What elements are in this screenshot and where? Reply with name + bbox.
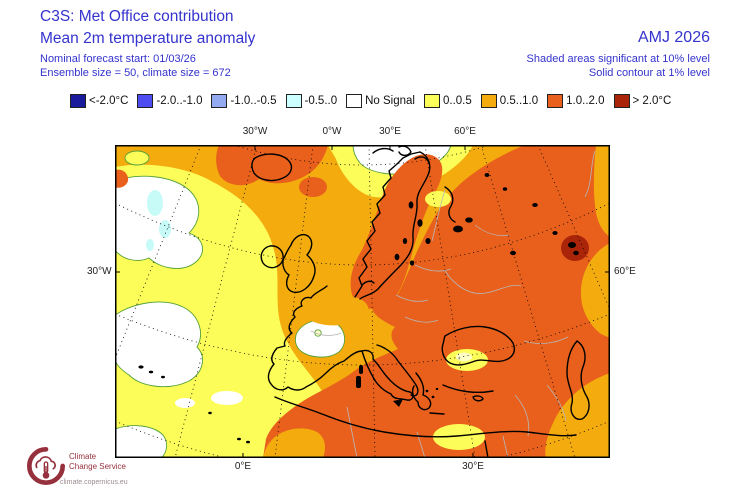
legend-item: -1.0..-0.5 — [211, 94, 277, 108]
axis-label-bottom-30e: 30°E — [462, 461, 484, 472]
legend-item: > 2.0°C — [613, 94, 672, 108]
legend-label: -1.0..-0.5 — [230, 95, 277, 107]
legend-label: 0..0.5 — [442, 95, 472, 107]
axis-label-left-30w: 30°W — [87, 266, 112, 277]
legend-swatch — [547, 94, 564, 108]
legend-label: -0.5..0 — [304, 95, 338, 107]
europe-map-svg — [115, 145, 610, 458]
note-significance: Shaded areas significant at 10% level — [526, 53, 710, 65]
legend-label: No Signal — [365, 95, 415, 107]
legend-swatch — [346, 94, 363, 108]
legend-swatch — [70, 94, 86, 108]
legend-swatch — [211, 94, 228, 108]
subtitle-ensemble-size: Ensemble size = 50, climate size = 672 — [40, 67, 231, 79]
legend-item: 1.0..2.0 — [547, 94, 605, 108]
legend-swatch — [480, 94, 497, 108]
legend-item: No Signal — [346, 94, 415, 108]
legend-label: > 2.0°C — [632, 95, 672, 107]
axis-label-bottom-0e: 0°E — [234, 461, 252, 472]
temperature-anomaly-map — [115, 145, 610, 458]
legend-item: -0.5..0 — [285, 94, 338, 108]
title-contribution: C3S: Met Office contribution — [40, 8, 234, 25]
season-label: AMJ 2026 — [637, 29, 710, 46]
axis-label-top-0w: 0°W — [322, 126, 342, 137]
logo-url: climate.copernicus.eu — [60, 479, 128, 486]
legend-item: <-2.0°C — [70, 94, 128, 108]
legend-swatch — [613, 94, 630, 108]
legend-item: 0.5..1.0 — [480, 94, 539, 108]
color-legend: <-2.0°C -2.0..-1.0 -1.0..-0.5 -0.5..0 No… — [70, 94, 671, 108]
copernicus-logo-icon — [27, 447, 65, 485]
legend-swatch — [137, 94, 154, 108]
copernicus-logo — [26, 446, 66, 491]
logo-text-line2: Change Service — [69, 461, 126, 471]
axis-label-top-60e: 60°E — [454, 126, 476, 137]
note-contour: Solid contour at 1% level — [588, 67, 710, 79]
legend-label: 0.5..1.0 — [499, 95, 539, 107]
axis-label-right-60e: 60°E — [614, 266, 636, 277]
legend-swatch — [285, 94, 302, 108]
axis-label-top-30e: 30°E — [379, 126, 401, 137]
legend-item: -2.0..-1.0 — [137, 94, 202, 108]
legend-swatch — [423, 94, 440, 108]
title-variable: Mean 2m temperature anomaly — [40, 30, 256, 47]
subtitle-forecast-start: Nominal forecast start: 01/03/26 — [40, 53, 196, 65]
legend-label: 1.0..2.0 — [566, 95, 605, 107]
legend-item: 0..0.5 — [423, 94, 472, 108]
legend-label: -2.0..-1.0 — [156, 95, 203, 107]
legend-label: <-2.0°C — [89, 95, 129, 107]
logo-text-line1: Climate — [69, 452, 97, 461]
axis-label-top-30w: 30°W — [242, 126, 268, 137]
logo-text: Climate Change Service — [69, 452, 126, 471]
